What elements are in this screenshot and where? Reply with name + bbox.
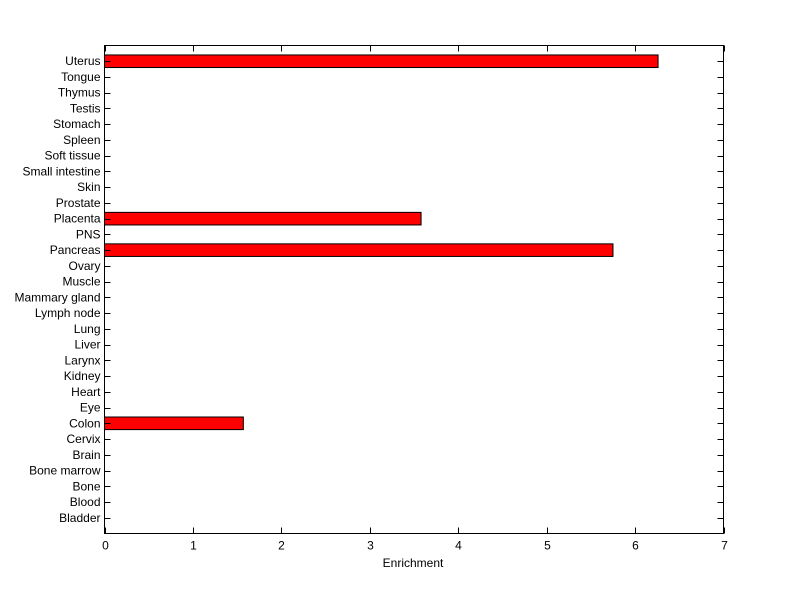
y-tick-label: Spleen [63,133,100,147]
x-axis-label: Enrichment [383,556,444,570]
x-tick-label: 7 [721,539,728,553]
y-tick-label: Blood [70,495,101,509]
y-tick-label: Soft tissue [44,149,100,163]
y-tick-label: Liver [74,338,100,352]
y-tick-label: Prostate [56,196,101,210]
y-tick-label: Pancreas [50,243,101,257]
bar-colon [104,416,244,431]
x-tick-label: 2 [278,539,285,553]
y-tick-label: Testis [70,101,101,115]
x-tick-label: 3 [367,539,374,553]
plot-frame [104,45,724,534]
bar-placenta [104,211,422,226]
y-tick-label: Ovary [68,259,100,273]
y-tick-label: Uterus [65,54,100,68]
y-tick-label: Placenta [54,212,101,226]
y-tick-label: Mammary gland [14,290,100,304]
y-tick-label: Eye [80,401,101,415]
y-tick-label: Tongue [61,70,101,84]
x-tick-label: 4 [455,539,462,553]
y-tick-label: Stomach [53,117,100,131]
y-tick-label: Heart [71,385,101,399]
y-tick-label: Cervix [66,432,100,446]
y-tick-label: Colon [69,416,100,430]
y-tick-label: Larynx [64,353,100,367]
x-tick-label: 1 [190,539,197,553]
y-tick-label: Bone [72,479,100,493]
y-tick-label: Thymus [58,86,101,100]
bar-uterus [104,54,659,69]
y-tick-label: PNS [76,227,101,241]
y-tick-label: Small intestine [22,164,100,178]
x-tick-label: 0 [102,539,109,553]
y-tick-label: Lung [74,322,101,336]
x-tick-label: 6 [632,539,639,553]
y-tick-label: Skin [77,180,100,194]
y-tick-label: Bladder [59,511,100,525]
y-tick-label: Muscle [62,275,100,289]
y-tick-label: Bone marrow [29,464,101,478]
y-tick-label: Kidney [64,369,101,383]
y-tick-label: Brain [72,448,100,462]
x-tick-label: 5 [544,539,551,553]
bar-pancreas [104,243,614,257]
y-tick-label: Lymph node [35,306,101,320]
